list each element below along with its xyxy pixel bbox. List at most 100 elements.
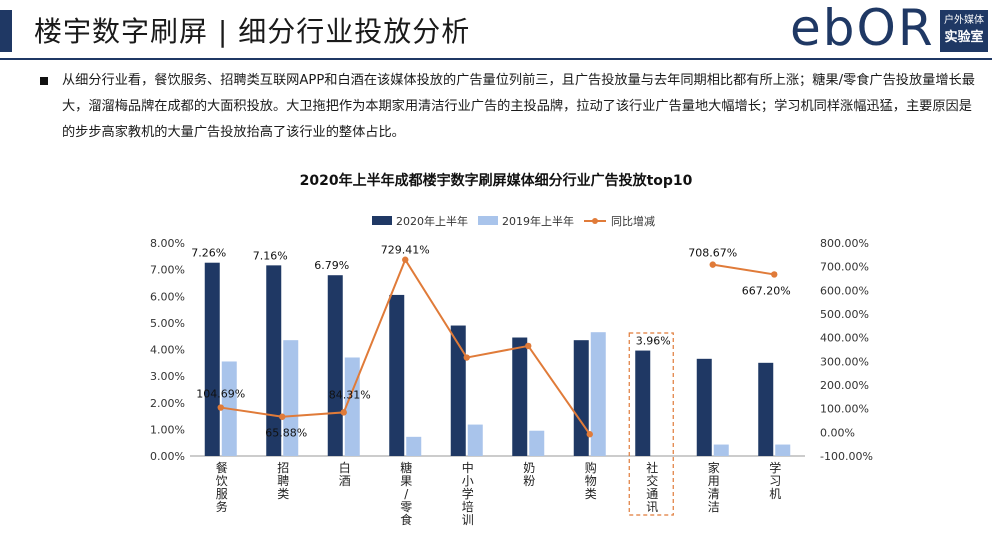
x-tick-label-char: 小 <box>462 474 474 488</box>
y-right-tick-label: 500.00% <box>820 308 869 321</box>
y-right-tick-label: -100.00% <box>820 450 873 463</box>
data-label-yoy: 65.88% <box>265 427 307 440</box>
x-tick-label-char: 服 <box>216 487 228 501</box>
x-tick-label-char: 酒 <box>339 474 351 488</box>
bar-2020-9 <box>758 362 774 456</box>
highlight-box <box>628 332 674 516</box>
x-tick-label-char: 饮 <box>216 474 228 488</box>
data-label-2020: 7.26% <box>191 247 226 260</box>
logo-wordmark: ebOR <box>790 0 935 57</box>
x-tick-label-char: 食 <box>400 512 412 527</box>
y-left-tick-label: 8.00% <box>150 237 185 250</box>
y-left-tick-label: 5.00% <box>150 317 185 330</box>
bar-2020-1 <box>266 265 282 456</box>
x-tick-label-char: 类 <box>585 487 597 501</box>
y-left-tick-label: 2.00% <box>150 397 185 410</box>
x-tick-label-char: 机 <box>769 487 781 501</box>
y-left-tick-label: 7.00% <box>150 264 185 277</box>
bullet-square-icon <box>40 77 48 85</box>
x-tick-label-char: 购 <box>585 460 597 475</box>
logo-badge-line1: 户外媒体 <box>944 15 984 26</box>
x-tick-label-char: 果 <box>400 474 412 488</box>
legend-label-2: 同比增减 <box>611 214 655 228</box>
yoy-point-4 <box>463 354 470 361</box>
yoy-point-1 <box>279 413 286 420</box>
x-tick-label-char: 学 <box>769 460 781 475</box>
y-left-tick-label: 1.00% <box>150 423 185 436</box>
y-right-tick-label: 100.00% <box>820 403 869 416</box>
x-tick-label-char: 粉 <box>523 474 535 488</box>
logo-badge-line2: 实验室 <box>944 30 984 45</box>
x-tick-label-char: 家 <box>708 460 720 475</box>
legend-label-0: 2020年上半年 <box>396 214 468 228</box>
x-tick-label-char: 中 <box>462 460 474 475</box>
x-tick-label-char: 用 <box>708 474 720 488</box>
data-label-yoy: 708.67% <box>688 247 737 260</box>
y-right-tick-label: 800.00% <box>820 237 869 250</box>
data-label-yoy: 667.20% <box>742 284 791 297</box>
x-tick-label-char: 通 <box>646 487 658 501</box>
x-tick-label-char: 交 <box>646 473 658 488</box>
x-tick-label-char: 奶 <box>523 461 535 475</box>
bar-2020-3 <box>389 294 405 456</box>
brand-logo: ebOR 户外媒体 实验室 <box>790 0 990 57</box>
chart-title: 2020年上半年成都楼宇数字刷屏媒体细分行业广告投放top10 <box>299 173 693 189</box>
x-tick-label-char: 务 <box>216 499 228 514</box>
yoy-point-2 <box>340 409 347 416</box>
x-tick-label-char: 招 <box>277 461 289 475</box>
legend-label-1: 2019年上半年 <box>502 214 574 228</box>
bar-2020-8 <box>696 358 712 456</box>
x-tick-label-char: 训 <box>462 513 474 527</box>
yoy-point-8 <box>709 261 716 268</box>
bar-2019-5 <box>529 430 545 456</box>
y-left-tick-label: 4.00% <box>150 344 185 357</box>
x-tick-label-char: 聘 <box>277 474 289 488</box>
summary-paragraph: 从细分行业看，餐饮服务、招聘类互联网APP和白酒在该媒体投放的广告量位列前三，且… <box>62 73 975 140</box>
bar-2019-9 <box>775 444 791 456</box>
x-tick-label-char: 类 <box>277 487 289 501</box>
y-right-tick-label: 200.00% <box>820 379 869 392</box>
x-tick-label-char: 零 <box>400 500 412 514</box>
bar-2019-3 <box>406 436 422 456</box>
yoy-point-9 <box>771 271 778 278</box>
legend-marker <box>592 218 598 224</box>
bar-2020-2 <box>327 275 343 456</box>
y-right-tick-label: 600.00% <box>820 284 869 297</box>
bar-2019-6 <box>590 332 606 456</box>
yoy-point-3 <box>402 256 409 263</box>
x-tick-label-char: 物 <box>585 474 597 488</box>
legend-swatch-1 <box>478 216 498 225</box>
y-right-tick-label: 700.00% <box>820 261 869 274</box>
x-tick-label-char: 讯 <box>646 500 658 514</box>
y-right-tick-label: 300.00% <box>820 355 869 368</box>
data-label-2020: 7.16% <box>253 249 288 262</box>
bar-2020-0 <box>204 262 220 456</box>
yoy-line-1 <box>712 263 775 276</box>
y-right-tick-label: 0.00% <box>820 426 855 439</box>
y-left-tick-label: 6.00% <box>150 290 185 303</box>
yoy-point-6 <box>586 431 593 438</box>
x-tick-label-char: 习 <box>769 474 781 488</box>
data-label-2020: 3.96% <box>636 335 671 348</box>
x-tick-label-char: 白 <box>339 460 351 475</box>
y-right-tick-label: 400.00% <box>820 332 869 345</box>
legend-swatch-0 <box>372 216 392 225</box>
x-tick-label-char: 学 <box>462 486 474 501</box>
bar-2020-7 <box>635 350 651 456</box>
logo-badge: 户外媒体 实验室 <box>940 10 988 52</box>
bar-2020-6 <box>573 340 589 456</box>
yoy-point-5 <box>525 342 532 350</box>
x-tick-label-char: 洁 <box>708 500 720 514</box>
data-label-yoy: 84.31% <box>329 388 371 401</box>
bar-2019-1 <box>283 340 299 456</box>
y-left-tick-label: 3.00% <box>150 370 185 383</box>
x-tick-label-char: 培 <box>462 499 474 514</box>
bar-2020-4 <box>450 325 466 456</box>
bar-2019-4 <box>467 424 483 456</box>
title-divider <box>0 58 992 60</box>
title-accent-bar <box>0 10 12 52</box>
x-tick-label-char: 糖 <box>400 460 412 475</box>
bar-2019-8 <box>713 444 729 456</box>
data-label-yoy: 104.69% <box>196 388 245 401</box>
